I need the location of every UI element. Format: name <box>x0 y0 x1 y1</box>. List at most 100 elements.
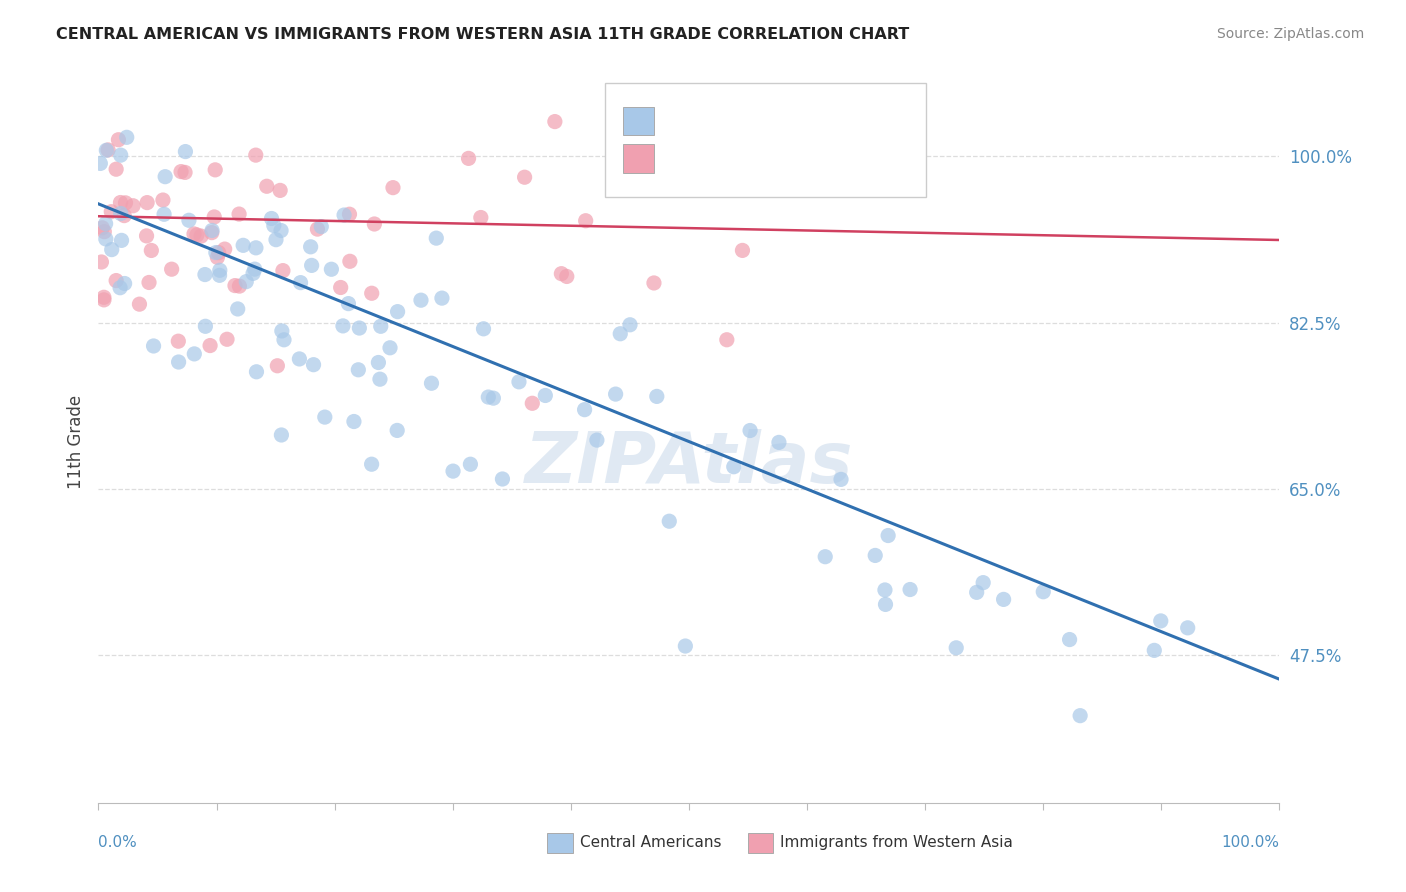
Point <box>368 372 391 386</box>
Point <box>555 269 578 284</box>
Point <box>260 211 283 226</box>
Point <box>264 233 287 247</box>
Point <box>201 223 224 237</box>
Point <box>114 195 136 210</box>
Point <box>491 472 513 486</box>
Point <box>387 304 409 318</box>
Point <box>122 199 145 213</box>
Text: 61: 61 <box>810 150 831 168</box>
Point <box>226 301 249 316</box>
Point <box>643 276 665 290</box>
Point <box>170 164 193 178</box>
Point <box>256 179 278 194</box>
Point <box>183 347 205 361</box>
Point <box>460 457 482 471</box>
Point <box>288 351 311 366</box>
Point <box>235 275 257 289</box>
Point <box>153 169 176 184</box>
Point <box>205 245 228 260</box>
Point <box>263 219 285 233</box>
Point <box>245 241 267 255</box>
Point <box>228 279 250 293</box>
Point <box>198 338 221 352</box>
Point <box>875 598 897 612</box>
Text: N =: N = <box>770 150 818 168</box>
Text: -0.051: -0.051 <box>702 150 755 168</box>
Text: R =: R = <box>662 150 699 168</box>
Point <box>232 238 254 252</box>
Point <box>339 254 361 268</box>
Point <box>768 435 790 450</box>
Y-axis label: 11th Grade: 11th Grade <box>66 394 84 489</box>
Point <box>214 242 236 256</box>
Point <box>314 410 336 425</box>
Point <box>270 428 292 442</box>
Point <box>420 376 443 391</box>
Point <box>160 262 183 277</box>
Point <box>508 375 530 389</box>
Point <box>174 165 197 179</box>
Point <box>472 322 495 336</box>
Point <box>183 227 205 241</box>
Point <box>153 207 176 221</box>
Point <box>814 549 837 564</box>
Point <box>609 326 631 341</box>
Point <box>430 291 453 305</box>
Point <box>339 207 361 221</box>
Point <box>877 528 900 542</box>
Point <box>738 424 761 438</box>
Point <box>321 262 343 277</box>
Point <box>945 640 967 655</box>
Point <box>207 251 229 265</box>
Text: Central Americans: Central Americans <box>579 836 721 850</box>
Text: 100.0%: 100.0% <box>1222 836 1279 850</box>
Point <box>337 296 360 310</box>
Point <box>266 359 288 373</box>
Point <box>966 585 988 599</box>
Point <box>409 293 432 308</box>
Point <box>142 339 165 353</box>
Point <box>114 277 136 291</box>
Point <box>360 286 382 301</box>
Point <box>215 332 238 346</box>
Point <box>302 358 325 372</box>
Point <box>307 222 329 236</box>
Text: 0.0%: 0.0% <box>98 836 138 850</box>
Point <box>332 318 354 333</box>
Point <box>273 333 295 347</box>
Point <box>1032 584 1054 599</box>
Point <box>89 156 111 170</box>
Point <box>194 319 217 334</box>
Point <box>301 259 323 273</box>
Point <box>138 276 160 290</box>
Text: ZIPAtlas: ZIPAtlas <box>524 429 853 498</box>
Point <box>370 319 392 334</box>
Point <box>830 472 852 486</box>
Point <box>619 318 641 332</box>
Point <box>204 162 226 177</box>
Point <box>190 229 212 244</box>
Point <box>343 415 366 429</box>
Point <box>208 263 231 277</box>
Point <box>167 355 190 369</box>
Point <box>245 365 267 379</box>
Point <box>873 582 896 597</box>
Point <box>574 402 596 417</box>
Point <box>673 639 696 653</box>
Point <box>347 363 370 377</box>
Point <box>349 321 371 335</box>
Point <box>135 228 157 243</box>
Point <box>863 549 886 563</box>
Point <box>208 268 231 283</box>
Point <box>378 341 401 355</box>
Point <box>1150 614 1173 628</box>
Point <box>898 582 921 597</box>
Point <box>1059 632 1081 647</box>
Text: Source: ZipAtlas.com: Source: ZipAtlas.com <box>1216 27 1364 41</box>
Point <box>544 114 567 128</box>
Point <box>605 387 627 401</box>
Point <box>522 396 544 410</box>
Point <box>550 267 572 281</box>
Point <box>1143 643 1166 657</box>
Point <box>731 244 754 258</box>
